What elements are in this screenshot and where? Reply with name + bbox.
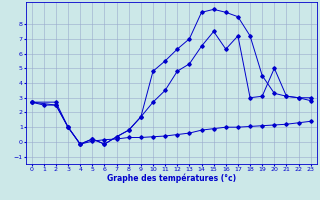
X-axis label: Graphe des températures (°c): Graphe des températures (°c) [107, 173, 236, 183]
